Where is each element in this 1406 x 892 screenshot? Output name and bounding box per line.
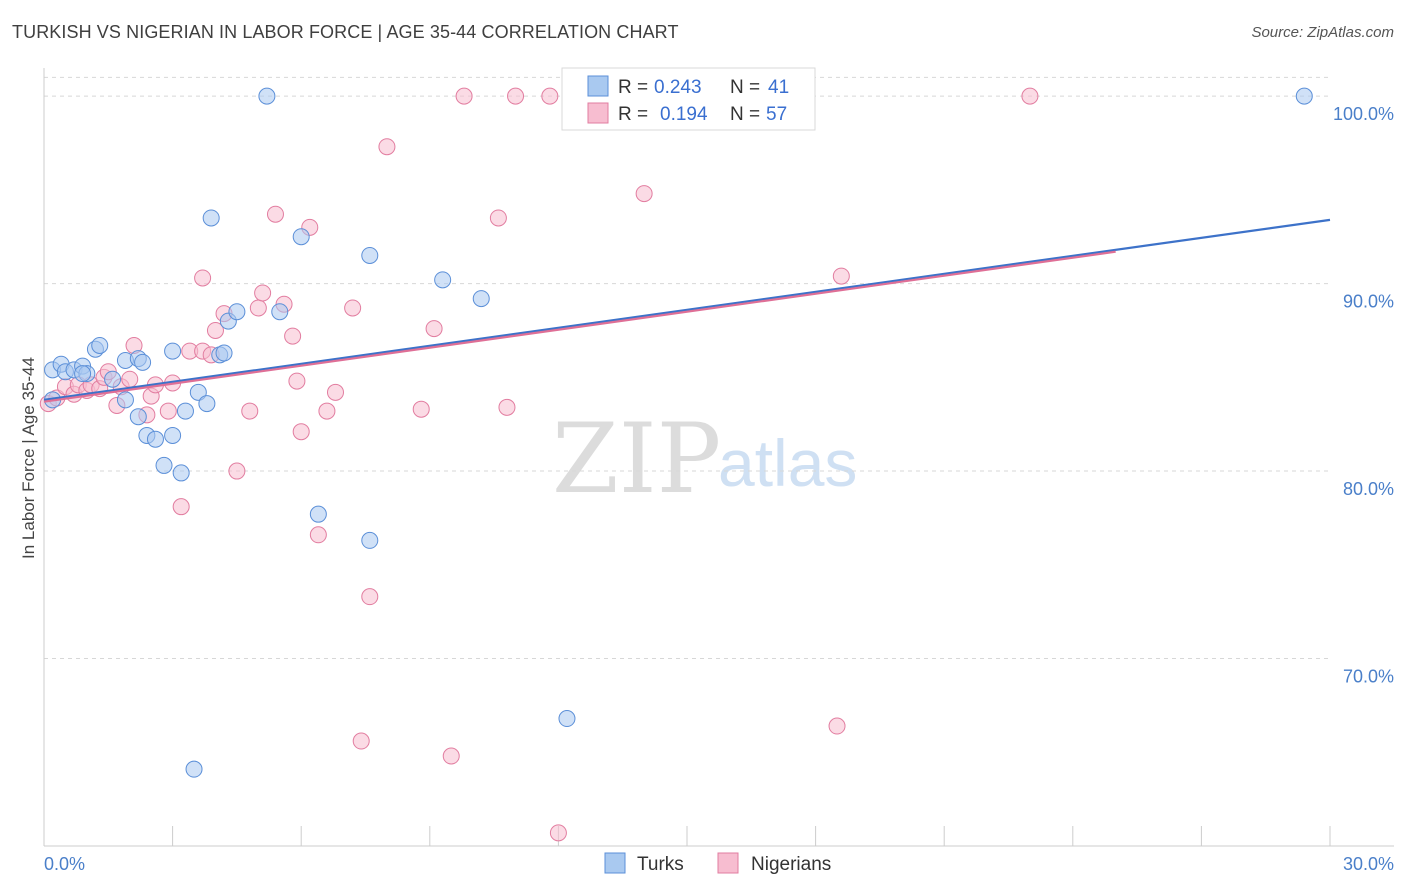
- turks-point: [146, 430, 164, 448]
- nigerians-point: [292, 423, 310, 441]
- turks-point: [116, 391, 134, 409]
- nigerians-point: [541, 87, 559, 105]
- legend-r-label-nigerians: R =: [618, 104, 648, 125]
- source-label: Source: ZipAtlas.com: [1251, 24, 1394, 41]
- legend-n-label-turks: N =: [730, 77, 760, 98]
- x-ticks: [43, 826, 1331, 846]
- nigerians-point: [489, 209, 507, 227]
- nigerians-point: [635, 185, 653, 203]
- nigerians-point: [498, 398, 516, 416]
- watermark-atlas: atlas: [718, 426, 857, 500]
- nigerians-point: [425, 320, 443, 338]
- turks-point: [104, 370, 122, 388]
- turks-point: [129, 408, 147, 426]
- y-tick-label: 100.0%: [1333, 104, 1394, 124]
- nigerians-point: [326, 383, 344, 401]
- nigerians-trend-line: [43, 250, 1116, 403]
- nigerians-point: [266, 205, 284, 223]
- turks-point: [164, 342, 182, 360]
- turks-point: [558, 710, 576, 728]
- turks-point: [215, 344, 233, 362]
- nigerians-point: [832, 267, 850, 285]
- nigerians-point: [344, 299, 362, 317]
- turks-point: [434, 271, 452, 289]
- nigerians-point: [172, 498, 190, 516]
- legend-n-value-turks: 41: [768, 77, 789, 98]
- nigerians-point: [378, 138, 396, 156]
- turks-point: [185, 760, 203, 778]
- turks-point: [176, 402, 194, 420]
- turks-point: [202, 209, 220, 227]
- nigerians-point: [206, 321, 224, 339]
- y-tick-label: 80.0%: [1343, 479, 1394, 499]
- legend-r-label-turks: R =: [618, 77, 648, 98]
- series-legend-swatch-nigerians: [717, 852, 739, 874]
- turks-point: [189, 383, 207, 401]
- stats-legend: R = 0.243 N = 41 R = 0.194 N = 57: [561, 67, 816, 131]
- nigerians-point: [249, 299, 267, 317]
- turks-point: [361, 531, 379, 549]
- turks-point: [198, 395, 216, 413]
- series-legend: Turks Nigerians: [604, 852, 831, 875]
- turks-point: [228, 303, 246, 321]
- turks-trend-line: [43, 218, 1331, 401]
- turks-points: [44, 87, 1313, 778]
- nigerians-point: [361, 588, 379, 606]
- nigerians-point: [455, 87, 473, 105]
- nigerians-point: [1021, 87, 1039, 105]
- x-tick-label-min: 0.0%: [44, 854, 85, 874]
- watermark-zip: ZIP: [552, 403, 721, 515]
- turks-point: [472, 290, 490, 308]
- turks-point: [292, 228, 310, 246]
- nigerians-point: [412, 400, 430, 418]
- legend-r-value-nigerians: 0.194: [660, 104, 708, 125]
- nigerians-point: [284, 327, 302, 345]
- series-legend-swatch-turks: [604, 852, 626, 874]
- legend-r-value-turks: 0.243: [654, 77, 702, 98]
- nigerians-point: [254, 284, 272, 302]
- series-legend-label-nigerians: Nigerians: [751, 854, 831, 875]
- nigerians-point: [828, 717, 846, 735]
- nigerians-point: [442, 747, 460, 765]
- turks-point: [91, 336, 109, 354]
- nigerians-point: [288, 372, 306, 390]
- turks-point: [361, 246, 379, 264]
- y-tick-label: 70.0%: [1343, 667, 1394, 687]
- turks-point: [74, 365, 92, 383]
- nigerians-point: [318, 402, 336, 420]
- turks-point: [134, 353, 152, 371]
- legend-swatch-turks: [587, 75, 609, 97]
- turks-point: [258, 87, 276, 105]
- legend-n-value-nigerians: 57: [766, 104, 787, 125]
- nigerians-point: [507, 87, 525, 105]
- nigerians-point: [309, 526, 327, 544]
- x-tick-label-max: 30.0%: [1343, 854, 1394, 874]
- nigerians-point: [121, 370, 139, 388]
- legend-swatch-nigerians: [587, 102, 609, 124]
- legend-n-label-nigerians: N =: [730, 104, 760, 125]
- chart-title: TURKISH VS NIGERIAN IN LABOR FORCE | AGE…: [12, 22, 679, 42]
- nigerians-point: [241, 402, 259, 420]
- nigerians-point: [549, 824, 567, 842]
- series-legend-label-turks: Turks: [637, 854, 684, 875]
- nigerians-point: [159, 402, 177, 420]
- y-axis-label: In Labor Force | Age 35-44: [19, 357, 38, 559]
- turks-point: [164, 426, 182, 444]
- nigerians-point: [194, 269, 212, 287]
- nigerians-point: [228, 462, 246, 480]
- turks-point: [155, 456, 173, 474]
- turks-point: [271, 303, 289, 321]
- turks-point: [309, 505, 327, 523]
- gridlines: [44, 76, 1330, 660]
- y-tick-labels: 70.0% 80.0% 90.0% 100.0%: [1333, 104, 1394, 686]
- turks-point: [172, 464, 190, 482]
- turks-point: [1295, 87, 1313, 105]
- nigerians-points: [39, 87, 1039, 842]
- nigerians-point: [352, 732, 370, 750]
- y-tick-label: 90.0%: [1343, 292, 1394, 312]
